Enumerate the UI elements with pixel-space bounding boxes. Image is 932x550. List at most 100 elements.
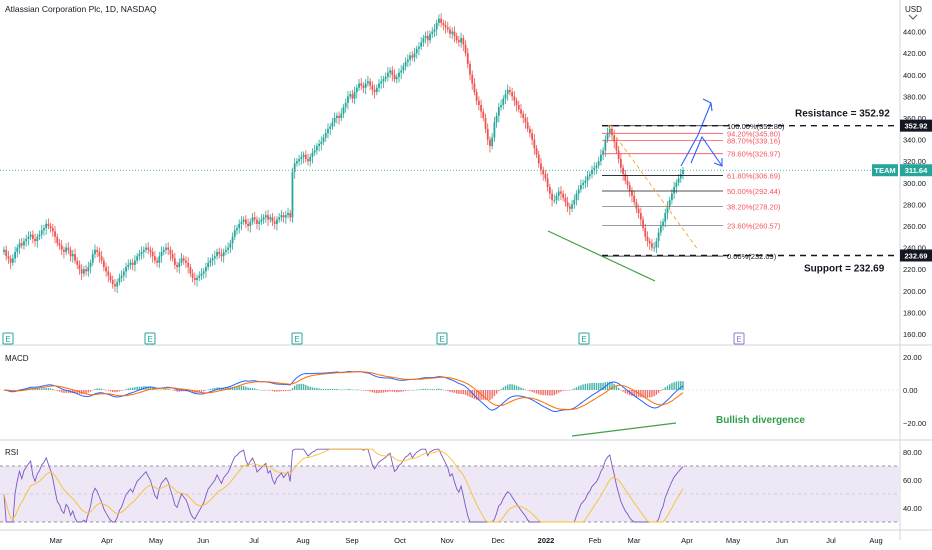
candle-body (227, 247, 230, 250)
support-resistance-lines[interactable] (602, 124, 898, 257)
macd-histogram-bar (478, 390, 480, 400)
candle-body (313, 150, 316, 153)
candle-body (655, 241, 658, 248)
candle-body (568, 206, 571, 209)
candle-body (533, 139, 536, 149)
candle-body (617, 150, 620, 160)
macd-histogram-bar (435, 388, 438, 390)
candle-body (20, 243, 23, 246)
macd-histogram-bar (515, 385, 518, 390)
macd-histogram-bar (287, 390, 289, 391)
candle-body (509, 89, 511, 93)
resistance-badge (900, 119, 932, 132)
earnings-marker[interactable] (144, 332, 156, 345)
macd-tick-label: 20.00 (903, 353, 922, 362)
macd-histogram-bar (424, 388, 427, 390)
macd-histogram-bar (353, 389, 356, 391)
candle-body (548, 187, 551, 194)
macd-histogram-bar (531, 390, 533, 392)
candle-body (466, 53, 469, 64)
macd-histogram-bar (356, 389, 358, 391)
candle-body (497, 107, 500, 116)
candle-body (116, 282, 119, 287)
macd-histogram-bar (38, 388, 41, 390)
candle-body (242, 219, 245, 222)
candle-body (167, 247, 170, 250)
macd-histogram-bar (529, 390, 531, 392)
candle-body (477, 100, 480, 106)
candle-body (564, 197, 567, 203)
macd-histogram-bar (664, 387, 666, 390)
macd-histogram-bar (336, 389, 338, 390)
fib-level-label: 61.80%(306.69) (727, 172, 781, 181)
macd-histogram-bar (125, 389, 127, 390)
candle-body (300, 156, 303, 160)
macd-histogram-bar (94, 389, 96, 390)
price-axis[interactable]: 440.00 420.00 400.00 380.00 360.00 340.00 320.… (903, 28, 926, 513)
candle-body (429, 33, 431, 41)
candle-body (71, 254, 74, 257)
candle-body (18, 243, 21, 248)
price-tick-label: 220.00 (903, 265, 926, 274)
macd-histogram-bar (469, 390, 471, 398)
macd-histogram-bar (387, 390, 389, 392)
candle-body (287, 213, 289, 216)
time-tick-label: Aug (296, 536, 309, 545)
macd-histogram-bar (54, 389, 56, 391)
macd-histogram-bar (89, 390, 92, 392)
time-axis[interactable]: Mar Apr May Jun Jul Aug Sep Oct Nov Dec 2022 Feb Mar… (50, 536, 883, 545)
macd-histogram-bar (444, 390, 447, 391)
candle-body (307, 159, 309, 162)
candle-body (5, 249, 8, 257)
macd-histogram-bar (480, 390, 482, 400)
candle-body (624, 174, 627, 181)
macd-histogram-bar (382, 390, 385, 393)
symbol-badge-text: TEAM (874, 166, 895, 175)
candle-body (555, 195, 558, 201)
candle-body (318, 143, 320, 147)
macd-histogram-bar (540, 390, 542, 395)
candle-body (520, 109, 522, 114)
candle-body (571, 204, 573, 209)
price-trend-line[interactable] (547, 230, 656, 282)
time-tick-label: Dec (491, 536, 505, 545)
fib-level-label: 50.00%(292.44) (727, 187, 781, 196)
candle-body (185, 260, 187, 263)
fib-trend-line[interactable] (607, 125, 699, 250)
macd-histogram-bar (107, 390, 109, 391)
candle-body (91, 254, 94, 263)
macd-histogram-bar (178, 390, 180, 392)
candle-body (260, 219, 263, 222)
macd-histogram-bar (58, 390, 61, 392)
macd-histogram-bar (129, 387, 132, 390)
bullish-arrow[interactable] (680, 102, 712, 167)
macd-histogram-bar (582, 384, 584, 390)
divergence-line[interactable] (571, 422, 677, 437)
earnings-marker[interactable] (291, 332, 303, 345)
candle-body (418, 46, 420, 49)
macd-histogram-bar (251, 388, 254, 390)
candle-body (373, 89, 376, 93)
fib-level-label: 23.60%(260.57) (727, 221, 781, 230)
candle-body (457, 40, 460, 43)
time-tick-label: Sep (345, 536, 358, 545)
candle-body (87, 267, 90, 272)
candle-body (482, 111, 485, 118)
earnings-marker[interactable] (2, 332, 14, 345)
candle-body (679, 174, 682, 179)
candle-body (593, 167, 596, 170)
drawings[interactable] (547, 98, 723, 282)
candle-body (296, 161, 298, 164)
candle-body (293, 163, 296, 172)
candle-body (291, 172, 294, 218)
earnings-marker[interactable] (733, 332, 745, 345)
pullback-arrow[interactable] (690, 135, 723, 167)
scale-settings-icon[interactable] (908, 14, 918, 20)
macd-histogram-bar (493, 390, 496, 397)
earnings-marker[interactable] (578, 332, 590, 345)
macd-histogram-bar (18, 389, 21, 390)
candle-body (191, 273, 194, 278)
macd-histogram-bar (597, 382, 600, 390)
earnings-marker[interactable] (436, 332, 448, 345)
